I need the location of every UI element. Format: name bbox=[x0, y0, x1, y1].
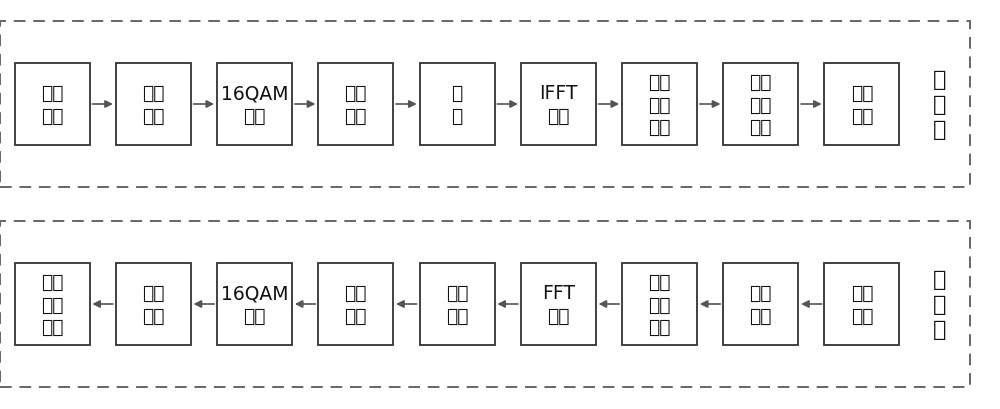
Text: 解除
共轭: 解除 共轭 bbox=[344, 283, 367, 325]
Bar bbox=[318, 263, 393, 345]
Text: 并串
转换: 并串 转换 bbox=[142, 283, 164, 325]
Bar bbox=[217, 263, 292, 345]
Bar bbox=[217, 64, 292, 146]
Bar bbox=[0, 221, 970, 387]
Text: 发
射
端: 发 射 端 bbox=[933, 70, 947, 139]
Bar bbox=[723, 263, 798, 345]
Bar bbox=[521, 64, 596, 146]
Text: 去除
循环
前缀: 去除 循环 前缀 bbox=[648, 272, 671, 337]
Bar bbox=[116, 64, 191, 146]
Text: 接
收
端: 接 收 端 bbox=[933, 270, 947, 339]
Text: 信道
均衡: 信道 均衡 bbox=[446, 283, 468, 325]
Text: 16QAM
解调: 16QAM 解调 bbox=[221, 283, 288, 325]
Text: FFT
变换: FFT 变换 bbox=[542, 283, 575, 325]
Bar bbox=[15, 64, 90, 146]
Text: 共轭
对称: 共轭 对称 bbox=[344, 84, 367, 126]
Bar bbox=[723, 64, 798, 146]
Bar bbox=[420, 263, 494, 345]
Text: 接收
信号
评价: 接收 信号 评价 bbox=[41, 272, 63, 337]
Bar bbox=[824, 263, 899, 345]
Text: 训
练: 训 练 bbox=[451, 84, 463, 126]
Bar bbox=[824, 64, 899, 146]
Text: 串并
转换: 串并 转换 bbox=[142, 84, 164, 126]
Text: 添加
导频
序列: 添加 导频 序列 bbox=[750, 72, 772, 137]
Bar bbox=[0, 22, 970, 188]
Bar bbox=[318, 64, 393, 146]
Bar bbox=[521, 263, 596, 345]
Bar bbox=[116, 263, 191, 345]
Text: 插入
循环
前缀: 插入 循环 前缀 bbox=[648, 72, 671, 137]
Text: 数据
缓存: 数据 缓存 bbox=[41, 84, 63, 126]
Text: IFFT
变换: IFFT 变换 bbox=[539, 84, 578, 126]
Bar bbox=[15, 263, 90, 345]
Text: 信号
同步: 信号 同步 bbox=[750, 283, 772, 325]
Bar bbox=[622, 64, 697, 146]
Text: 模数
转换: 模数 转换 bbox=[851, 283, 873, 325]
Text: 16QAM
调制: 16QAM 调制 bbox=[221, 84, 288, 126]
Bar bbox=[622, 263, 697, 345]
Text: 数模
转换: 数模 转换 bbox=[851, 84, 873, 126]
Bar bbox=[420, 64, 494, 146]
